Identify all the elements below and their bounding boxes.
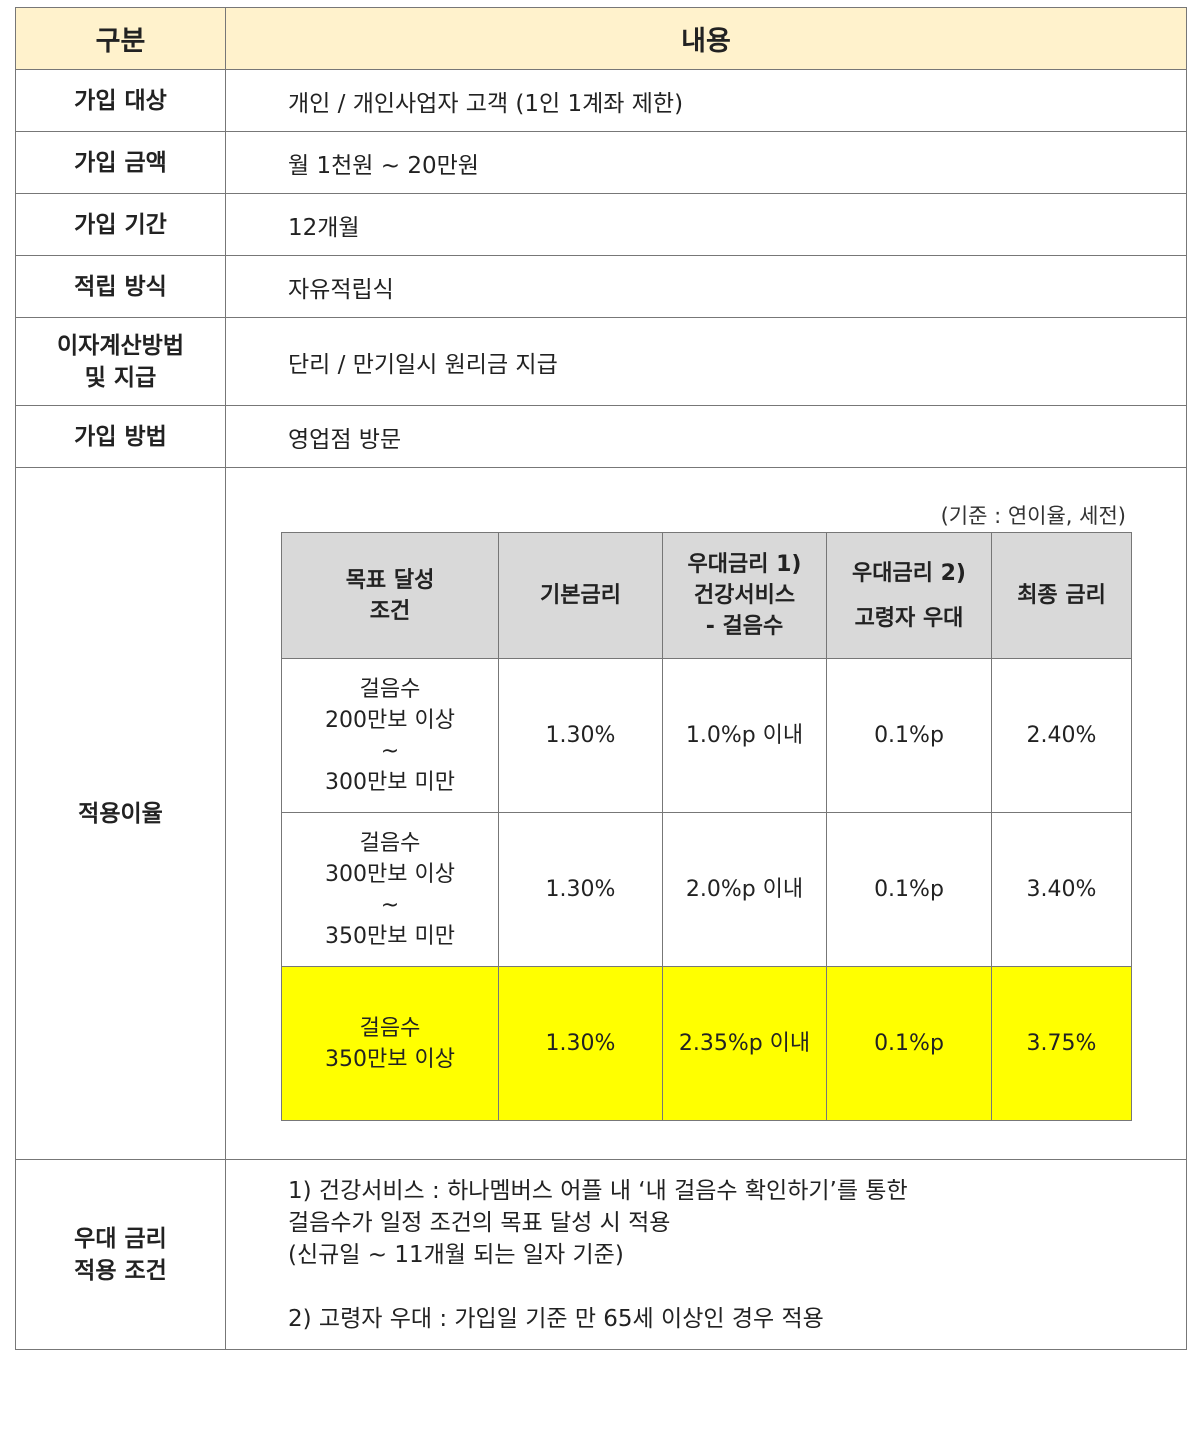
rate-row-base: 1.30% [498,812,663,967]
rate-header-goal-line1: 목표 달성 [345,567,435,593]
value-eligibility: 개인 / 개인사업자 고객 (1인 1계좌 제한) [225,69,1187,132]
goal-line: 300만보 미만 [325,769,455,795]
label-amount: 가입 금액 [15,131,226,194]
rate-header-goal-line2: 조건 [369,598,411,624]
label-conditions: 우대 금리 적용 조건 [15,1159,226,1350]
goal-line: 350만보 미만 [325,923,455,949]
header-content: 내용 [225,7,1187,70]
rate-header-final: 최종 금리 [991,532,1132,659]
value-method: 자유적립식 [225,255,1187,318]
value-interest: 단리 / 만기일시 원리금 지급 [225,317,1187,406]
rate-row-base: 1.30% [498,658,663,813]
row-method: 적립 방식 자유적립식 [15,255,1187,318]
rate-row-final: 3.75% [991,966,1132,1121]
row-amount: 가입 금액 월 1천원 ~ 20만원 [15,131,1187,194]
product-info-table: 구분 내용 가입 대상 개인 / 개인사업자 고객 (1인 1계좌 제한) 가입… [15,7,1187,1350]
rate-header-pref2: 우대금리 2) 고령자 우대 [826,532,992,659]
rate-row-final: 3.40% [991,812,1132,967]
rate-header-goal: 목표 달성 조건 [281,532,499,659]
rate-header-pref1: 우대금리 1) 건강서비스 - 걸음수 [662,532,827,659]
label-conditions-line2: 적용 조건 [74,1257,167,1284]
goal-line: 걸음수 [359,676,421,702]
row-rates: 적용이율 (기준 : 연이율, 세전) 목표 달성 조건 기본금리 우대금리 1… [15,467,1187,1160]
rate-header-pref2-line2: 고령자 우대 [854,605,964,631]
rate-row: 걸음수 300만보 이상 ~ 350만보 미만 1.30% 2.0%p 이내 0… [281,812,1132,967]
rate-row: 걸음수 200만보 이상 ~ 300만보 미만 1.30% 1.0%p 이내 0… [281,658,1132,813]
goal-line: 걸음수 [359,1015,421,1041]
row-term: 가입 기간 12개월 [15,193,1187,256]
rate-row-final: 2.40% [991,658,1132,813]
note1-line3: (신규일 ~ 11개월 되는 일자 기준) [288,1241,624,1268]
rate-header-row: 목표 달성 조건 기본금리 우대금리 1) 건강서비스 - 걸음수 우대금리 2… [281,532,1132,659]
row-eligibility: 가입 대상 개인 / 개인사업자 고객 (1인 1계좌 제한) [15,69,1187,132]
label-eligibility: 가입 대상 [15,69,226,132]
rate-row-pref2: 0.1%p [826,966,992,1121]
notes-spacer [288,1271,1186,1303]
rate-header-pref1-line2: 건강서비스 [693,583,796,608]
rate-row-pref1: 2.35%p 이내 [662,966,827,1121]
rate-row-highlighted: 걸음수 350만보 이상 1.30% 2.35%p 이내 0.1%p 3.75% [281,966,1132,1121]
header-category: 구분 [15,7,226,70]
rate-header-base: 기본금리 [498,532,663,659]
label-rates: 적용이율 [15,467,226,1160]
label-term: 가입 기간 [15,193,226,256]
goal-line: 300만보 이상 [325,861,455,887]
note1-line1: 1) 건강서비스 : 하나멤버스 어플 내 ‘내 걸음수 확인하기’를 통한 [288,1177,908,1204]
note1-line2: 걸음수가 일정 조건의 목표 달성 시 적용 [288,1209,671,1236]
label-join-method: 가입 방법 [15,405,226,468]
rate-row-pref1: 1.0%p 이내 [662,658,827,813]
label-interest: 이자계산방법 및 지급 [15,317,226,406]
label-interest-line1: 이자계산방법 [57,332,184,359]
header-row: 구분 내용 [15,7,1187,70]
rate-row-pref2: 0.1%p [826,658,992,813]
conditions-notes: 1) 건강서비스 : 하나멤버스 어플 내 ‘내 걸음수 확인하기’를 통한 걸… [225,1159,1187,1350]
rate-header-pref2-line1: 우대금리 2) [852,560,966,586]
value-term: 12개월 [225,193,1187,256]
label-interest-line2: 및 지급 [84,364,157,391]
row-conditions: 우대 금리 적용 조건 1) 건강서비스 : 하나멤버스 어플 내 ‘내 걸음수… [15,1159,1187,1350]
value-join-method: 영업점 방문 [225,405,1187,468]
value-amount: 월 1천원 ~ 20만원 [225,131,1187,194]
row-join-method: 가입 방법 영업점 방문 [15,405,1187,468]
rates-cell: (기준 : 연이율, 세전) 목표 달성 조건 기본금리 우대금리 1) 건강서… [225,467,1187,1160]
row-interest: 이자계산방법 및 지급 단리 / 만기일시 원리금 지급 [15,317,1187,406]
goal-line: 200만보 이상 [325,707,455,733]
rate-header-pref1-line3: - 걸음수 [705,614,784,639]
rate-row-goal: 걸음수 200만보 이상 ~ 300만보 미만 [281,658,499,813]
rate-row-goal: 걸음수 300만보 이상 ~ 350만보 미만 [281,812,499,967]
rate-row-base: 1.30% [498,966,663,1121]
label-conditions-line1: 우대 금리 [74,1225,167,1252]
rate-table: 목표 달성 조건 기본금리 우대금리 1) 건강서비스 - 걸음수 우대금리 2… [281,532,1132,1121]
goal-line: 걸음수 [359,830,421,856]
note2: 2) 고령자 우대 : 가입일 기준 만 65세 이상인 경우 적용 [288,1305,824,1332]
rate-row-goal: 걸음수 350만보 이상 [281,966,499,1121]
rate-row-pref1: 2.0%p 이내 [662,812,827,967]
rate-row-pref2: 0.1%p [826,812,992,967]
rate-header-pref1-line1: 우대금리 1) [687,552,802,577]
goal-line: ~ [380,892,400,918]
goal-line: ~ [380,738,400,764]
rate-basis-note: (기준 : 연이율, 세전) [940,504,1126,528]
goal-line: 350만보 이상 [325,1046,455,1072]
label-method: 적립 방식 [15,255,226,318]
